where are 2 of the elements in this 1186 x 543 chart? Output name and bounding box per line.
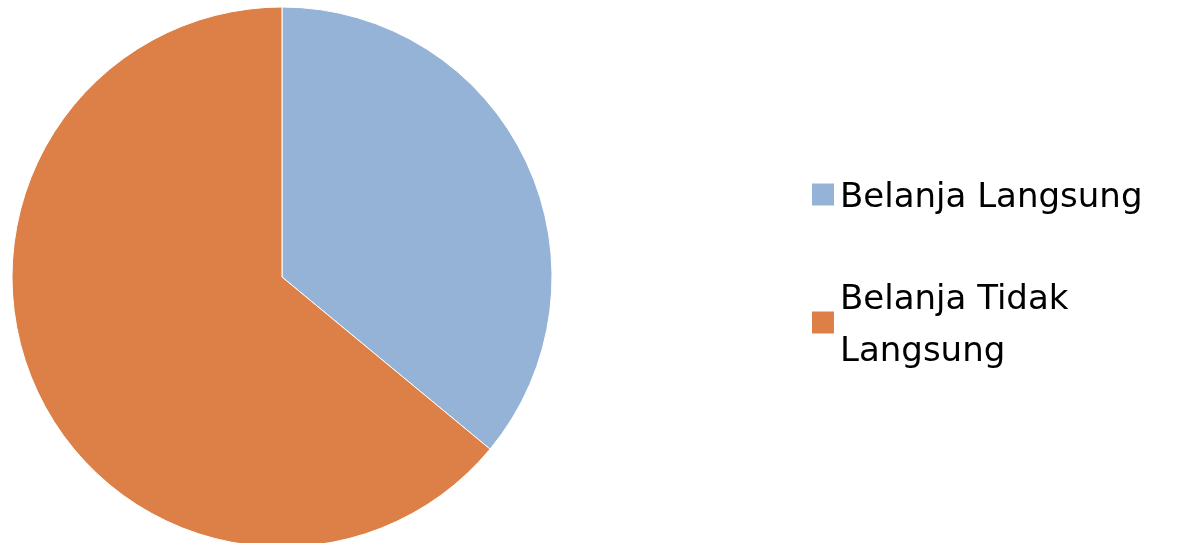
legend-label: Belanja Langsung [840, 174, 1143, 215]
legend-label: Belanja Tidak Langsung [840, 276, 1080, 369]
